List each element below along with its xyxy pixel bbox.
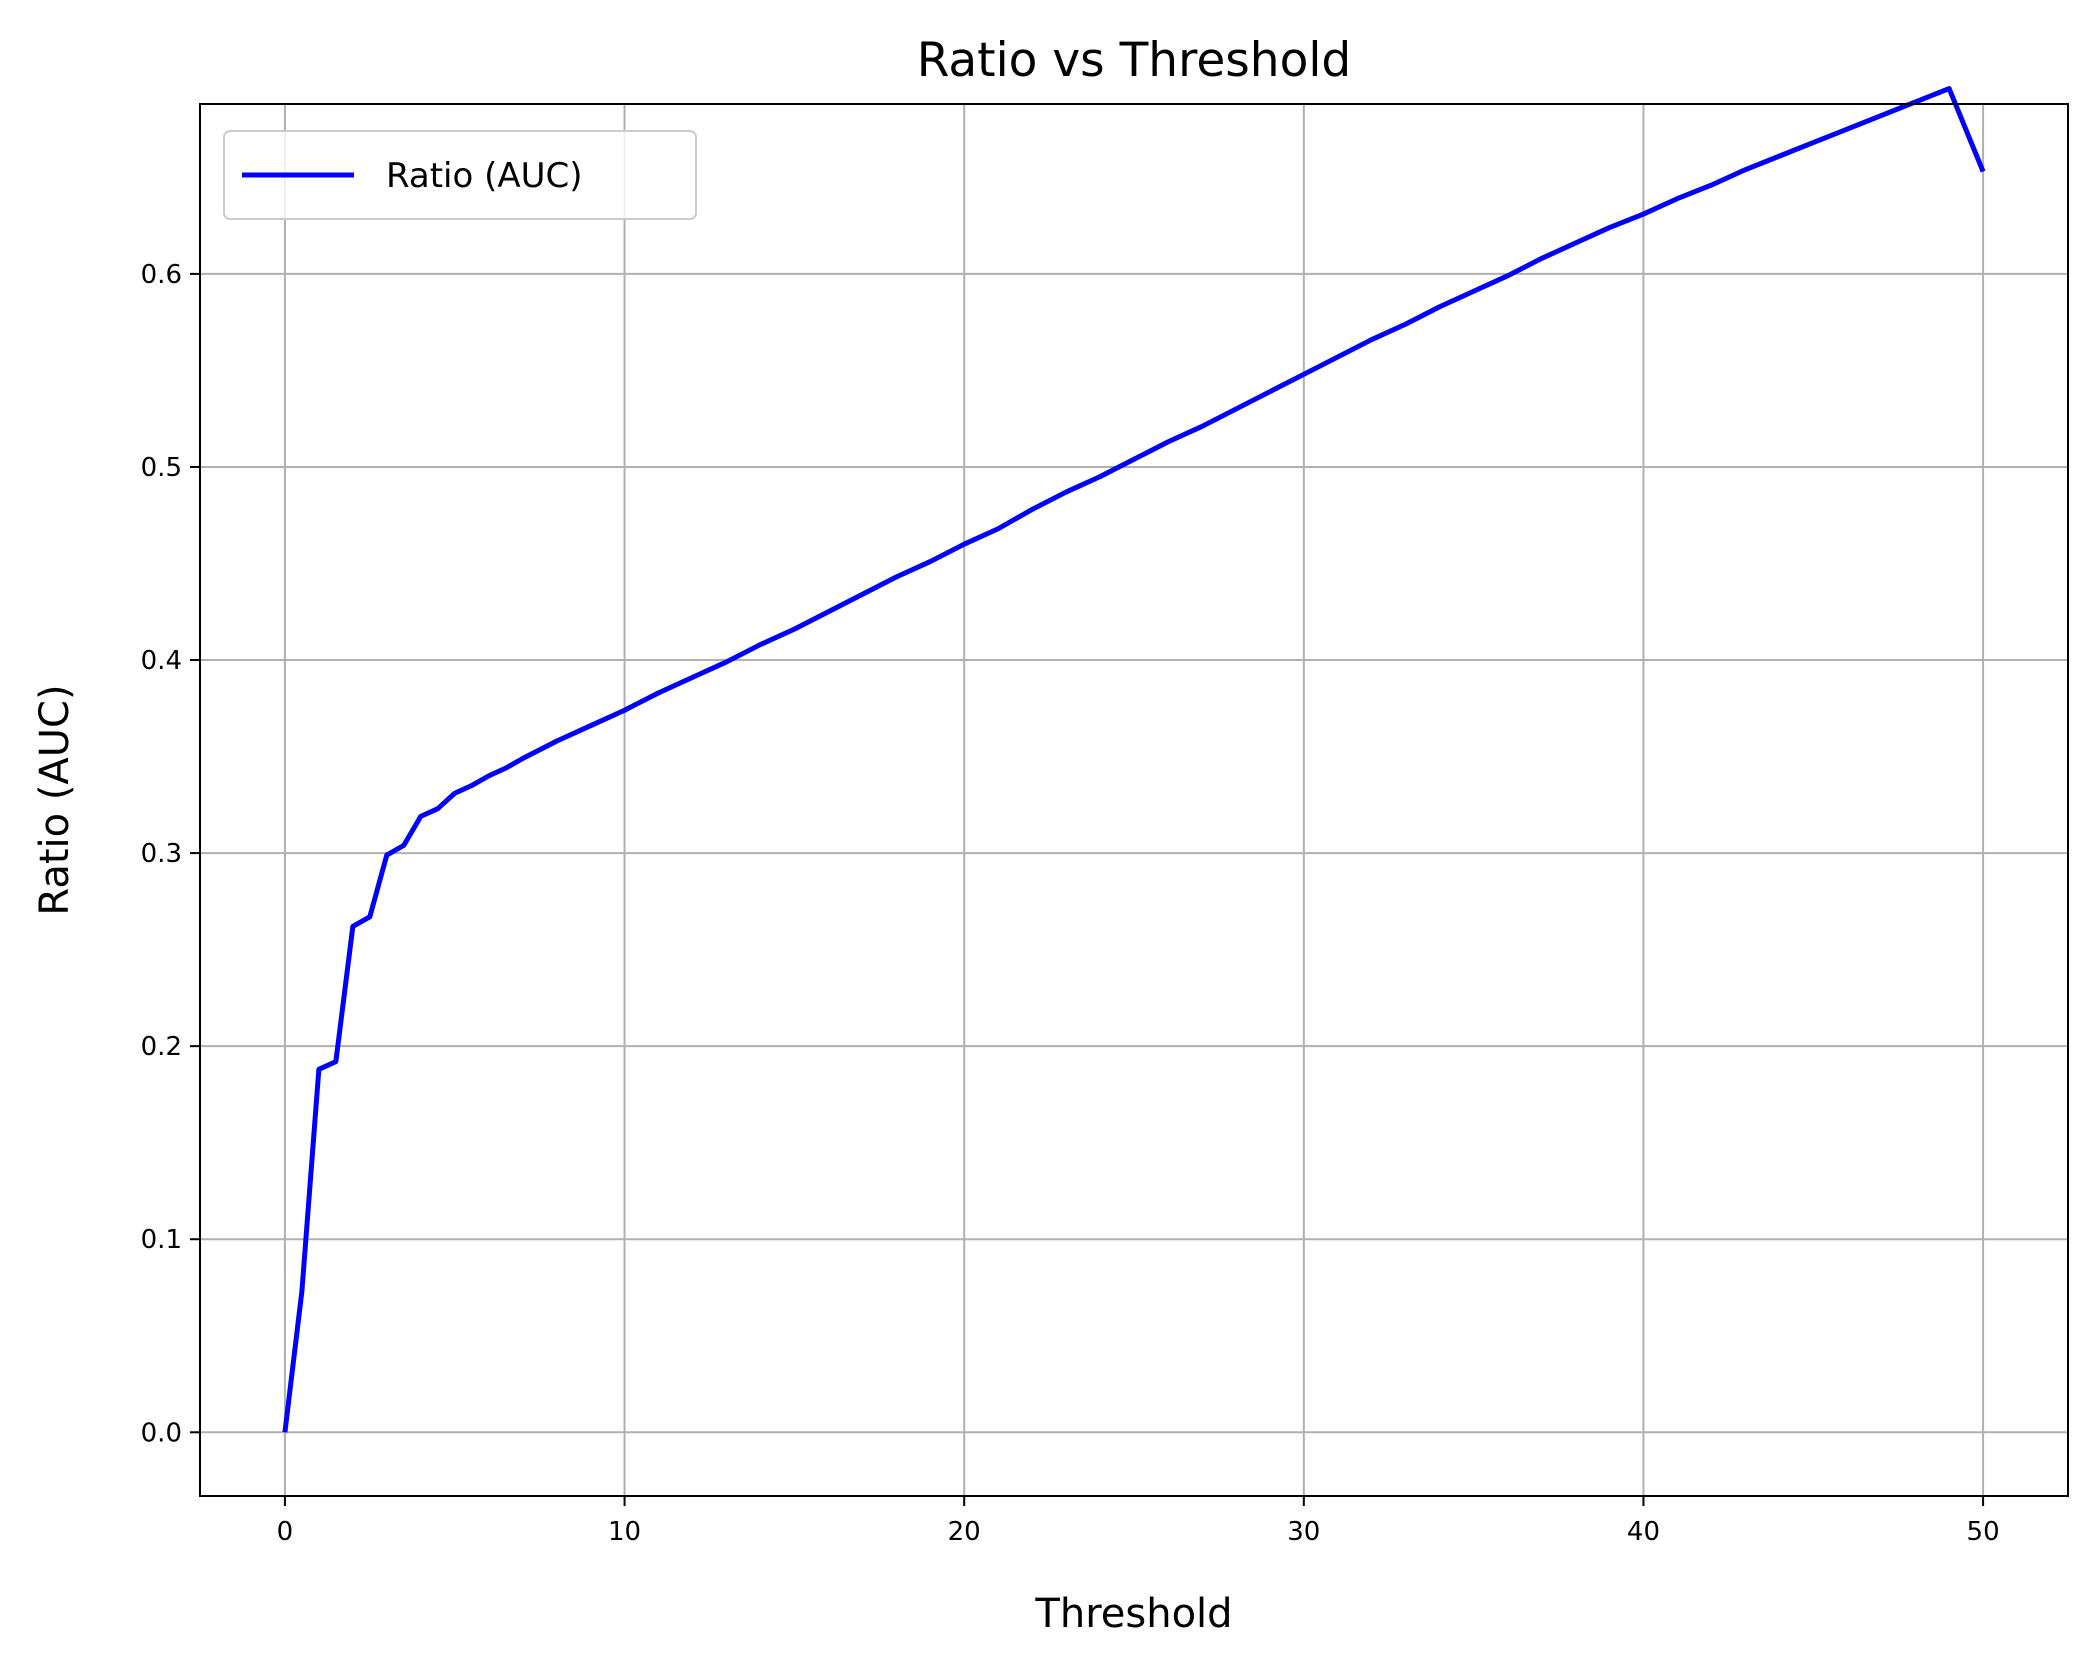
y-tick-label: 0.3 bbox=[141, 839, 182, 869]
x-tick-label: 40 bbox=[1627, 1517, 1660, 1547]
axis-ticks bbox=[190, 272, 1985, 1506]
x-tick-label: 50 bbox=[1967, 1517, 2000, 1547]
grid-lines bbox=[200, 104, 2068, 1496]
tick-labels: 0 10 20 30 40 50 0.0 0.1 0.2 0.3 0.4 0.5 0.6 bbox=[141, 260, 2000, 1547]
y-tick-label: 0.6 bbox=[141, 260, 182, 290]
x-tick-label: 20 bbox=[948, 1517, 981, 1547]
y-tick-label: 0.1 bbox=[141, 1225, 182, 1255]
legend-label-ratio-auc: Ratio (AUC) bbox=[386, 156, 583, 196]
x-tick-label: 0 bbox=[277, 1517, 294, 1547]
y-tick-label: 0.2 bbox=[141, 1032, 182, 1062]
series-layer bbox=[282, 86, 1986, 1433]
chart-title: Ratio vs Threshold bbox=[917, 33, 1351, 88]
y-axis-label: Ratio (AUC) bbox=[32, 684, 78, 915]
legend: Ratio (AUC) bbox=[223, 130, 697, 220]
series-line-ratio-auc bbox=[282, 86, 1986, 1433]
legend-box bbox=[223, 130, 697, 220]
x-tick-label: 30 bbox=[1287, 1517, 1320, 1547]
y-tick-label: 0.5 bbox=[141, 453, 182, 483]
y-tick-label: 0.4 bbox=[141, 646, 182, 676]
y-tick-label: 0.0 bbox=[141, 1418, 182, 1448]
x-axis-label: Threshold bbox=[1034, 1591, 1232, 1637]
x-tick-label: 10 bbox=[608, 1517, 641, 1547]
plot-frame bbox=[199, 103, 2069, 1497]
